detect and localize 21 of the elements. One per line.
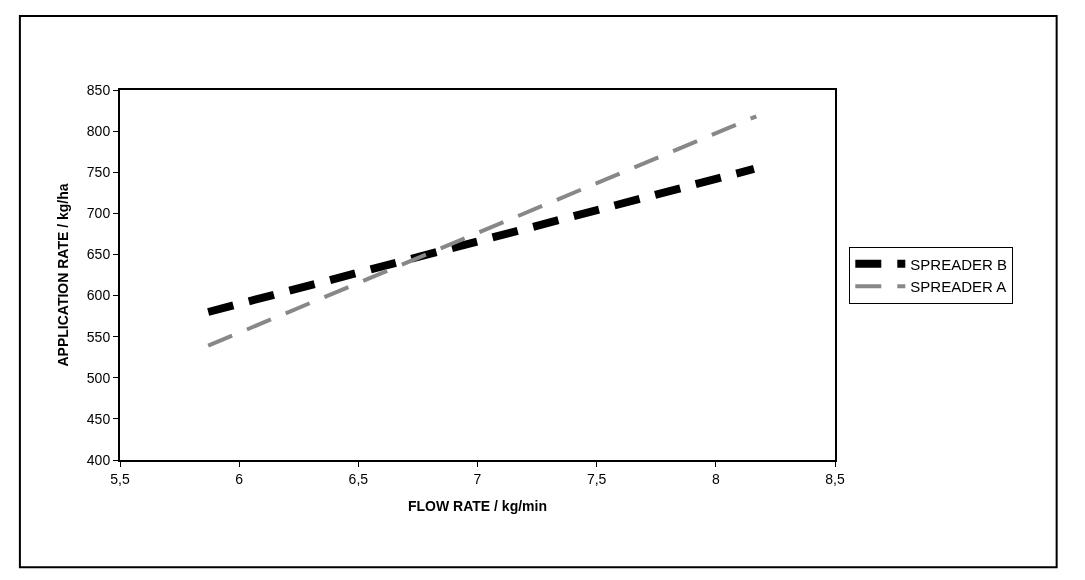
x-tick-label: 7,5: [586, 470, 607, 487]
x-tick-label: 7: [473, 470, 482, 487]
x-tick-label: 8,5: [825, 470, 845, 487]
x-tick-label: 5,5: [110, 470, 130, 487]
y-axis-title: APPLICATION RATE / kg/ha: [54, 183, 71, 367]
x-tick-label: 6,5: [348, 470, 369, 487]
y-tick-label: 800: [86, 123, 111, 140]
y-tick-label: 600: [86, 287, 111, 304]
y-tick-label: 450: [86, 410, 111, 427]
y-tick-label: 850: [86, 81, 111, 98]
y-tick-label: 400: [86, 451, 111, 468]
legend-label: SPREADER A: [910, 278, 1007, 296]
y-tick-label: 550: [86, 328, 111, 345]
legend-label: SPREADER B: [910, 255, 1007, 273]
x-tick-label: 8: [711, 470, 720, 487]
y-tick-label: 750: [86, 164, 111, 181]
y-tick-label: 650: [86, 246, 111, 263]
y-tick-label: 500: [86, 369, 111, 386]
x-tick-label: 6: [235, 470, 244, 487]
y-tick-label: 700: [86, 205, 111, 222]
x-axis-title: FLOW RATE / kg/min: [408, 497, 547, 514]
